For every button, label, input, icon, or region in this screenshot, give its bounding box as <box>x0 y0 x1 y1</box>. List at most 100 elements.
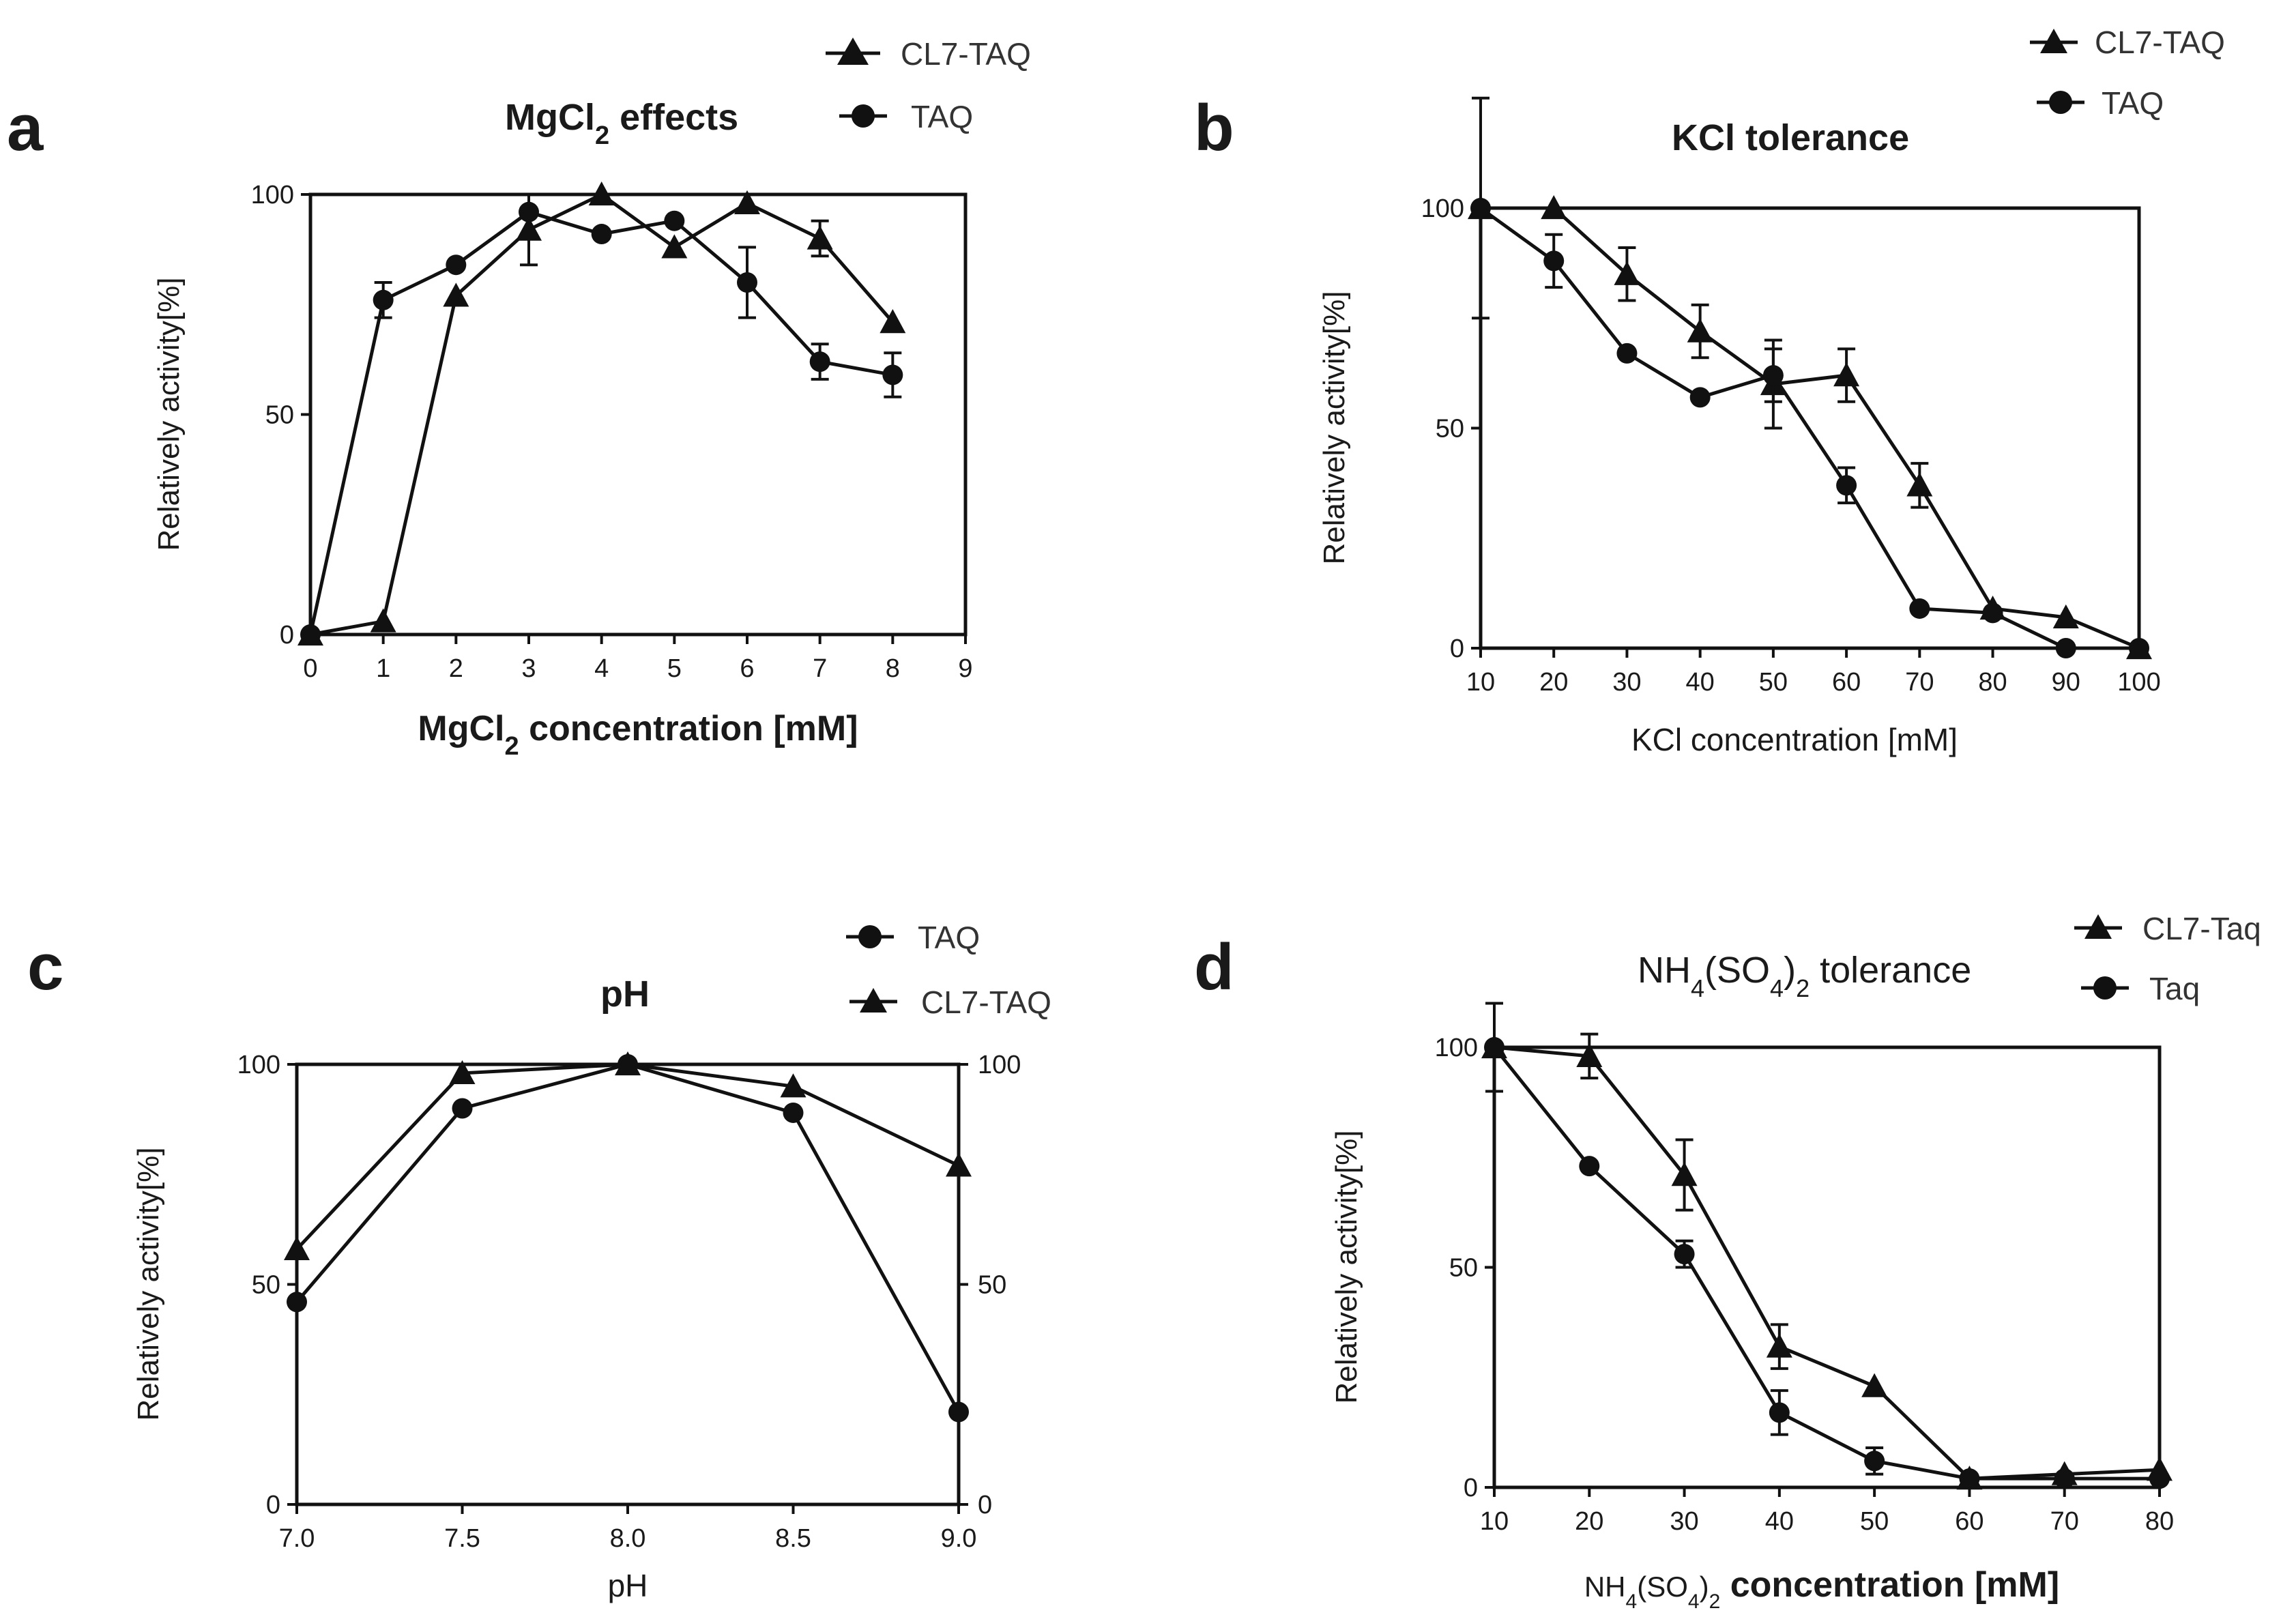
data-point-circle <box>591 224 612 245</box>
x-tick-label: 0 <box>303 654 317 683</box>
panel-c-frame <box>295 1062 961 1506</box>
x-tick-label: 2 <box>449 654 463 683</box>
x-tick-label: 5 <box>667 654 682 683</box>
y2-tick-label: 50 <box>978 1271 1006 1300</box>
data-point-circle <box>300 624 321 645</box>
data-point-circle <box>1864 1451 1885 1472</box>
data-point-circle <box>1484 1037 1505 1058</box>
legend-label: CL7-TAQ <box>921 985 1051 1020</box>
panel-d-legend: CL7-Taq Taq <box>2074 911 2261 1006</box>
legend-cl7-taq-c: CL7-TAQ <box>849 985 1051 1020</box>
data-point-triangle <box>370 608 396 632</box>
data-point-circle <box>1579 1156 1600 1177</box>
data-point-triangle <box>443 282 469 307</box>
legend-taq-a: TAQ <box>839 99 973 134</box>
data-point-circle <box>1909 598 1930 619</box>
circle-marker-icon <box>2093 976 2117 1000</box>
x-tick-label: 80 <box>2145 1507 2174 1536</box>
data-point-circle <box>1959 1468 1980 1489</box>
y-tick-label: 50 <box>1449 1254 1478 1283</box>
legend-label: CL7-TAQ <box>2095 25 2225 60</box>
x-tick-label: 50 <box>1759 668 1788 697</box>
x-tick-label: 30 <box>1612 668 1641 697</box>
panel-d-ylabel: Relatively activity[%] <box>1330 1130 1363 1403</box>
panel-b-ticks: 10 20 30 40 50 60 70 80 90 100 0 50 100 <box>1421 194 2161 697</box>
y2-tick-label: 100 <box>978 1051 1021 1079</box>
panel-c-title: pH <box>600 974 650 1015</box>
data-point-circle <box>373 289 394 310</box>
data-point-circle <box>287 1292 307 1313</box>
x-tick-label: 9.0 <box>941 1524 977 1553</box>
legend-label: TAQ <box>2102 85 2164 121</box>
circle-marker-icon <box>858 925 882 948</box>
x-tick-label: 70 <box>2050 1507 2079 1536</box>
legend-label: TAQ <box>911 99 973 134</box>
x-tick-label: 60 <box>1832 668 1861 697</box>
data-point-triangle <box>1541 195 1567 220</box>
x-tick-label: 4 <box>594 654 609 683</box>
panel-c-xlabel: pH <box>608 1568 648 1603</box>
legend-cl7-taq-d: CL7-Taq <box>2074 911 2261 946</box>
x-tick-label: 90 <box>2052 668 2080 697</box>
circle-marker-icon <box>852 104 875 128</box>
panel-d-letter: d <box>1194 931 1234 1004</box>
panel-a-ylabel: Relatively activity[%] <box>152 277 186 551</box>
y-tick-label: 0 <box>280 621 294 650</box>
panel-a-title: MgCl2 effects <box>505 97 738 150</box>
x-tick-label: 7.0 <box>279 1524 315 1553</box>
x-tick-label: 10 <box>1480 1507 1509 1536</box>
data-point-triangle <box>880 309 906 334</box>
x-tick-label: 80 <box>1978 668 2007 697</box>
panel-a-ticks: 0 1 2 3 4 5 6 7 8 9 0 50 100 <box>251 181 973 683</box>
triangle-marker-icon <box>837 38 869 65</box>
legend-label: CL7-TAQ <box>901 36 1031 72</box>
y-tick-label: 50 <box>265 401 294 430</box>
panel-b-xlabel: KCl concentration [mM] <box>1631 722 1958 757</box>
legend-taq-c: TAQ <box>846 920 980 955</box>
panel-b: b KCl tolerance 10 20 30 40 50 60 70 80 90 100 0 50… <box>1194 25 2225 757</box>
data-point-circle <box>882 364 903 385</box>
data-point-circle <box>452 1098 473 1119</box>
legend-label: CL7-Taq <box>2142 911 2261 946</box>
data-point-triangle <box>1687 318 1713 343</box>
x-tick-label: 20 <box>1575 1507 1603 1536</box>
data-point-circle <box>1543 250 1565 272</box>
y-tick-label: 0 <box>266 1491 280 1519</box>
data-point-circle <box>1689 387 1711 408</box>
panel-b-legend: CL7-TAQ TAQ <box>2030 25 2225 121</box>
legend-cl7-taq-b: CL7-TAQ <box>2030 25 2225 60</box>
data-point-circle <box>1762 365 1784 386</box>
triangle-marker-icon <box>2084 914 2112 939</box>
x-tick-label: 8.5 <box>775 1524 811 1553</box>
x-tick-label: 30 <box>1670 1507 1698 1536</box>
legend-taq-d: Taq <box>2081 971 2200 1006</box>
data-point-triangle <box>284 1236 310 1261</box>
x-tick-label: 3 <box>521 654 536 683</box>
data-point-triangle <box>734 190 760 215</box>
x-tick-label: 10 <box>1466 668 1495 697</box>
data-point-triangle <box>1766 1333 1792 1358</box>
x-tick-label: 70 <box>1905 668 1934 697</box>
triangle-marker-icon <box>860 988 887 1013</box>
panel-b-series <box>1468 96 2152 660</box>
y-tick-label: 50 <box>252 1271 280 1300</box>
data-point-triangle <box>661 234 688 259</box>
panel-b-ylabel: Relatively activity[%] <box>1318 291 1351 564</box>
x-tick-label: 7.5 <box>444 1524 480 1553</box>
data-point-triangle <box>516 216 542 241</box>
y-tick-label: 100 <box>1435 1034 1478 1062</box>
panel-c-letter: c <box>27 931 63 1004</box>
x-tick-label: 7 <box>813 654 827 683</box>
data-point-triangle <box>946 1152 972 1177</box>
panel-c-series <box>284 1051 972 1423</box>
series-line-cl7-taq <box>1494 1045 2160 1481</box>
data-point-circle <box>1674 1244 1695 1265</box>
data-point-triangle <box>1833 362 1860 387</box>
data-point-triangle <box>1614 261 1640 285</box>
data-point-circle <box>446 254 467 276</box>
x-tick-label: 1 <box>376 654 390 683</box>
legend-taq-b: TAQ <box>2037 85 2164 121</box>
data-point-triangle <box>1671 1162 1698 1186</box>
